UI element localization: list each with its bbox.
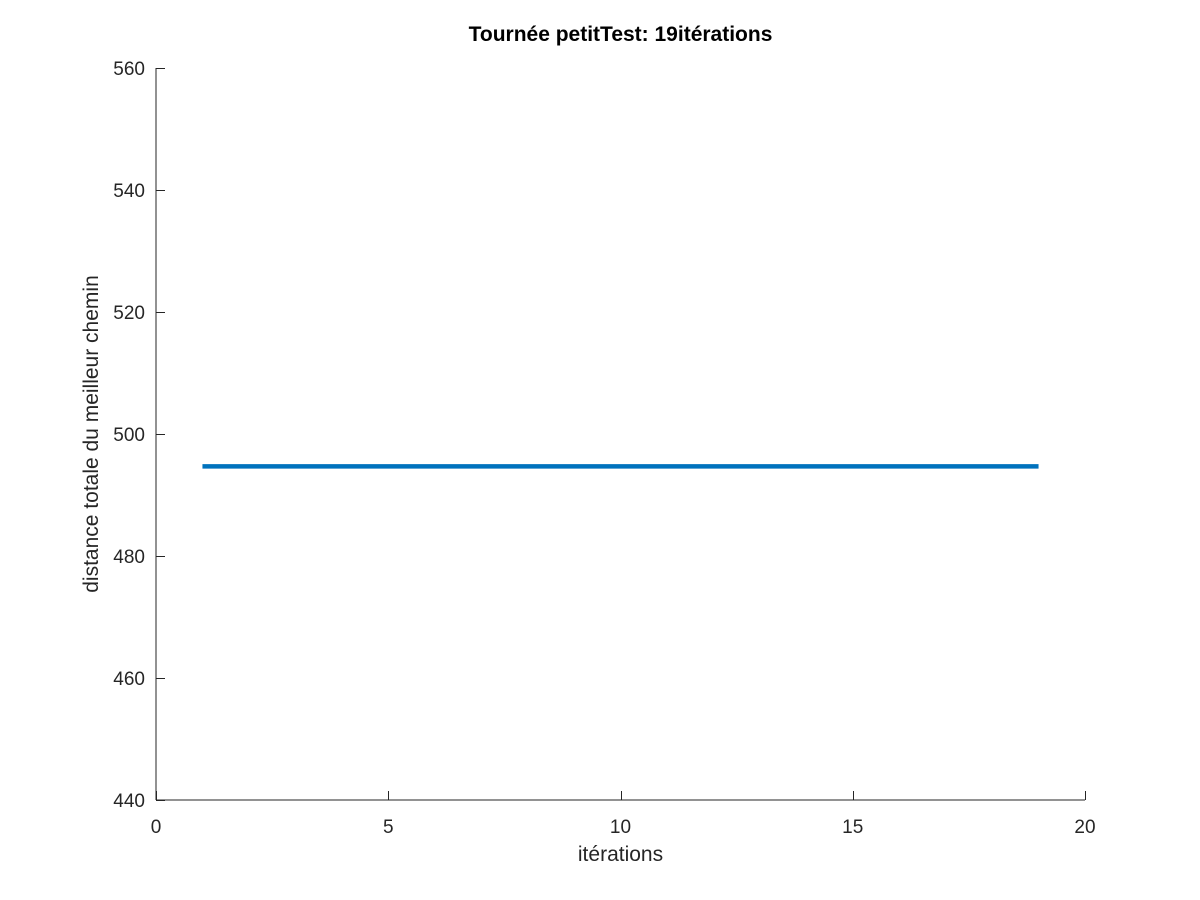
x-tick-label: 15: [842, 817, 863, 838]
x-axis-title: itérations: [578, 843, 663, 866]
y-tick-label: 480: [113, 547, 145, 568]
x-tick-label: 5: [383, 817, 394, 838]
y-tick-label: 500: [113, 425, 145, 446]
y-tick-label: 540: [113, 181, 145, 202]
x-tick-label: 0: [151, 817, 162, 838]
axes: 0 5 10 15 20 440 460 480 500 520 540 560: [113, 59, 1095, 838]
y-tick-label: 460: [113, 669, 145, 690]
x-tick-label: 10: [610, 817, 631, 838]
y-tick-label: 560: [113, 59, 145, 80]
y-tick-label: 440: [113, 791, 145, 812]
chart-title: Tournée petitTest: 19itérations: [469, 23, 773, 46]
y-axis-title: distance totale du meilleur chemin: [80, 275, 103, 593]
x-tick-label: 20: [1074, 817, 1095, 838]
y-tick-label: 520: [113, 303, 145, 324]
labels-layer: Tournée petitTest: 19itérations itératio…: [80, 23, 772, 866]
